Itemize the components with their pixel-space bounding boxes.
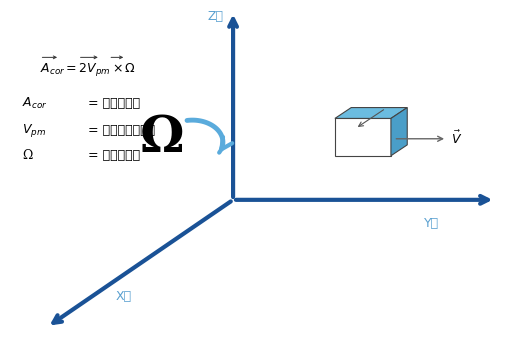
Polygon shape (335, 108, 407, 118)
Text: Z轴: Z轴 (207, 11, 223, 24)
Text: $V_{pm}$: $V_{pm}$ (22, 122, 46, 139)
Text: = 旋转角速度: = 旋转角速度 (88, 149, 140, 162)
Text: Ω: Ω (140, 114, 184, 163)
Text: = 惯性质量的速度: = 惯性质量的速度 (88, 124, 155, 137)
Text: = 科氏加速度: = 科氏加速度 (88, 97, 140, 110)
Text: Y轴: Y轴 (424, 217, 439, 230)
Text: Ω: Ω (22, 149, 32, 162)
Text: $A_{cor} = 2V_{pm} \times \Omega$: $A_{cor} = 2V_{pm} \times \Omega$ (39, 61, 136, 78)
Polygon shape (335, 118, 391, 156)
Text: $A_{cor}$: $A_{cor}$ (22, 96, 47, 111)
Polygon shape (391, 108, 407, 156)
Text: $\vec{V}$: $\vec{V}$ (451, 130, 462, 147)
Text: X轴: X轴 (116, 290, 132, 303)
